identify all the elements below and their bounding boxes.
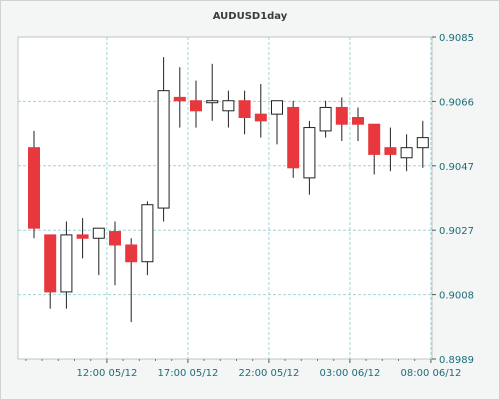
candle-body-bull (416, 137, 429, 149)
candle (157, 57, 170, 222)
candle-body-bear (352, 117, 364, 125)
y-tick-label: 0.9047 (439, 162, 474, 173)
candle (416, 120, 429, 168)
candle-body-bull (319, 106, 332, 132)
candle-body-bear (28, 147, 40, 229)
candle-body-bull (206, 100, 219, 104)
candle (44, 234, 57, 309)
candles (28, 57, 429, 323)
candle-body-bear (44, 234, 57, 293)
candle-body-bull (141, 204, 154, 263)
candle (76, 218, 89, 259)
candle-body-bear (190, 100, 202, 112)
candle (254, 83, 267, 138)
chart-title: AUDUSD1day (213, 11, 288, 22)
candle (271, 100, 283, 145)
candle (352, 107, 364, 141)
candle-body-bull (303, 127, 316, 179)
candle-body-bear (173, 96, 186, 102)
y-tick-label: 0.9085 (439, 33, 474, 44)
candle (368, 123, 381, 175)
x-tick-label: 17:00 05/12 (157, 368, 218, 379)
candle-body-bear (384, 147, 397, 155)
candle (319, 100, 332, 138)
candle-body-bear (109, 231, 121, 246)
candle (238, 90, 251, 135)
y-tick-label: 0.9008 (439, 291, 474, 302)
candle-body-bear (125, 244, 138, 263)
candle (287, 100, 300, 178)
candle (173, 67, 186, 128)
y-tick-label: 0.9066 (439, 97, 474, 108)
candle-body-bear (76, 234, 89, 239)
axes: 0.9085 0.9066 0.9047 0.9027 0.9008 0.8989 12:0… (25, 33, 474, 379)
candle (303, 120, 316, 195)
candle (109, 221, 121, 286)
candle (28, 130, 40, 239)
candle (60, 221, 73, 309)
candle-body-bear (287, 106, 300, 169)
candle-body-bull (157, 90, 170, 209)
candle-body-bull (271, 100, 283, 115)
y-tick-label: 0.9027 (439, 226, 474, 237)
y-tick-label: 0.8989 (439, 355, 474, 366)
candle-body-bear (238, 100, 251, 118)
candle-body-bull (400, 147, 413, 159)
candle (384, 127, 397, 172)
candle (125, 238, 138, 323)
candle (400, 134, 413, 172)
candle-body-bear (254, 113, 267, 122)
candle (335, 97, 348, 141)
x-tick-label: 08:00 06/12 (400, 368, 461, 379)
x-tick-label: 22:00 05/12 (238, 368, 299, 379)
x-tick-label: 12:00 05/12 (76, 368, 137, 379)
candle (141, 201, 154, 276)
candle-body-bull (222, 100, 235, 112)
candle (92, 227, 105, 276)
candle-body-bull (92, 227, 105, 239)
candle (206, 63, 219, 121)
x-tick-label: 03:00 06/12 (319, 368, 380, 379)
candle-body-bear (368, 123, 381, 155)
candle-body-bull (60, 234, 73, 293)
candle-body-bear (335, 106, 348, 125)
candle (222, 90, 235, 128)
plot-area (17, 36, 433, 360)
candle (190, 80, 202, 128)
